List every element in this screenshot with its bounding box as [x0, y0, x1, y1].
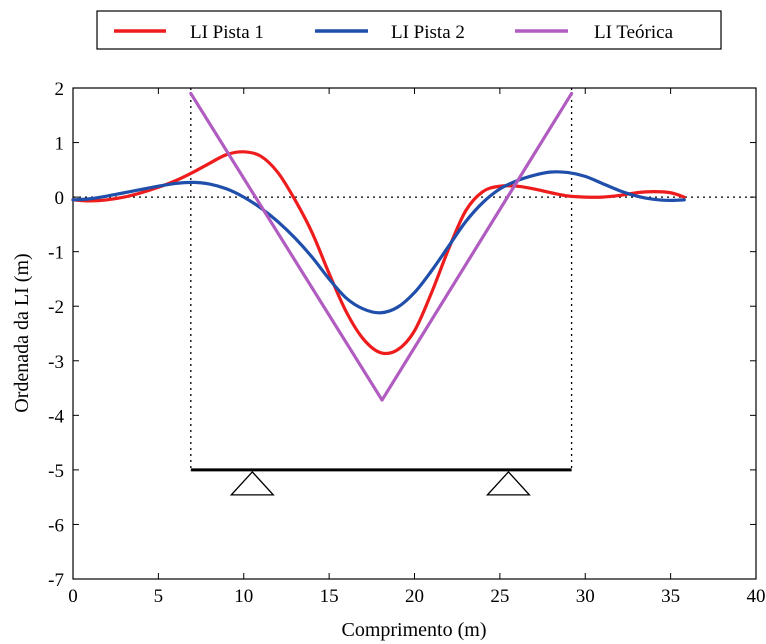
support-triangle	[485, 470, 531, 496]
x-axis-label: Comprimento (m)	[342, 619, 487, 641]
legend-label-pista-1: LI Pista 1	[190, 22, 264, 43]
y-tick-label: -7	[48, 570, 64, 591]
y-tick-label: -5	[48, 461, 64, 482]
support-triangle	[229, 470, 275, 496]
legend-label-teorica: LI Teórica	[594, 22, 674, 43]
x-tick-label: 25	[490, 586, 509, 607]
y-tick-label: -6	[48, 515, 64, 536]
y-tick-label: -2	[48, 297, 64, 318]
series-line-pista-2	[71, 170, 686, 315]
x-tick-label: 30	[576, 586, 595, 607]
y-tick-label: -1	[48, 243, 64, 264]
beam-diagram	[190, 468, 572, 496]
x-tick-label: 5	[154, 586, 164, 607]
y-tick-label: 1	[55, 134, 65, 155]
y-tick-label: 0	[55, 188, 65, 209]
legend: LI Pista 1 LI Pista 2 LI Teórica	[96, 10, 722, 50]
x-tick-label: 15	[320, 586, 339, 607]
series-line-teorica	[189, 91, 574, 402]
y-axis-label: Ordenada da LI (m)	[11, 253, 33, 412]
x-tick-label: 10	[234, 586, 253, 607]
y-tick-label: 2	[55, 79, 65, 100]
legend-label-pista-2: LI Pista 2	[391, 22, 465, 43]
x-tick-label: 20	[405, 586, 424, 607]
reference-lines	[73, 88, 756, 470]
legend-box	[96, 10, 722, 50]
series-line-pista-1	[71, 150, 686, 356]
x-tick-label: 40	[747, 586, 766, 607]
data-series	[71, 91, 686, 402]
y-tick-label: -3	[48, 352, 64, 373]
x-tick-label: 0	[68, 586, 78, 607]
x-tick-label: 35	[661, 586, 680, 607]
y-tick-label: -4	[48, 406, 64, 427]
